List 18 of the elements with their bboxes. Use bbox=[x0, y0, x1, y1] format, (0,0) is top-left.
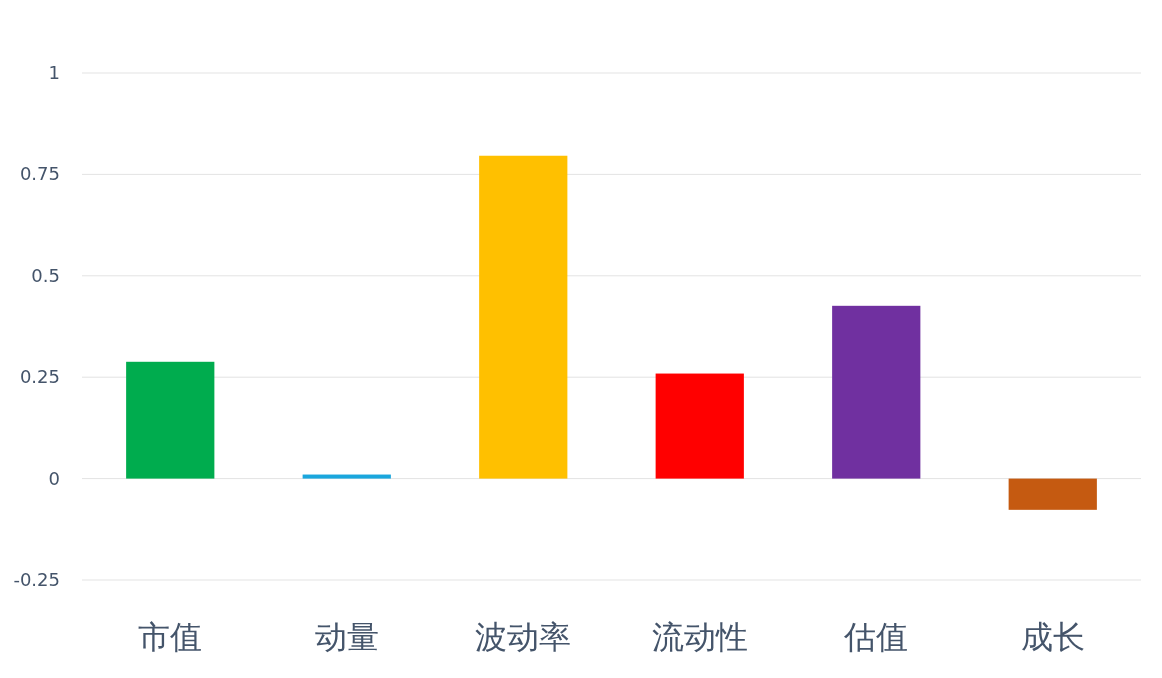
x-tick-label: 波动率 bbox=[475, 618, 572, 656]
x-tick-label: 动量 bbox=[314, 618, 379, 656]
y-tick-label: 0.75 bbox=[19, 163, 60, 185]
x-tick-label: 估值 bbox=[843, 618, 909, 656]
y-tick-label: -0.25 bbox=[13, 569, 60, 590]
y-tick-label: 0 bbox=[48, 467, 60, 489]
y-tick-label: 0.5 bbox=[31, 264, 60, 286]
bar bbox=[832, 305, 921, 479]
bar bbox=[479, 155, 568, 479]
bar bbox=[655, 373, 744, 479]
bar bbox=[126, 361, 215, 479]
x-tick-label: 成长 bbox=[1020, 618, 1085, 656]
x-tick-label: 市值 bbox=[138, 618, 203, 656]
bar bbox=[302, 474, 391, 479]
x-tick-label: 流动性 bbox=[651, 618, 748, 656]
y-tick-label: 1 bbox=[48, 62, 60, 83]
y-tick-label: 0.25 bbox=[19, 366, 60, 388]
bar bbox=[1008, 478, 1097, 510]
